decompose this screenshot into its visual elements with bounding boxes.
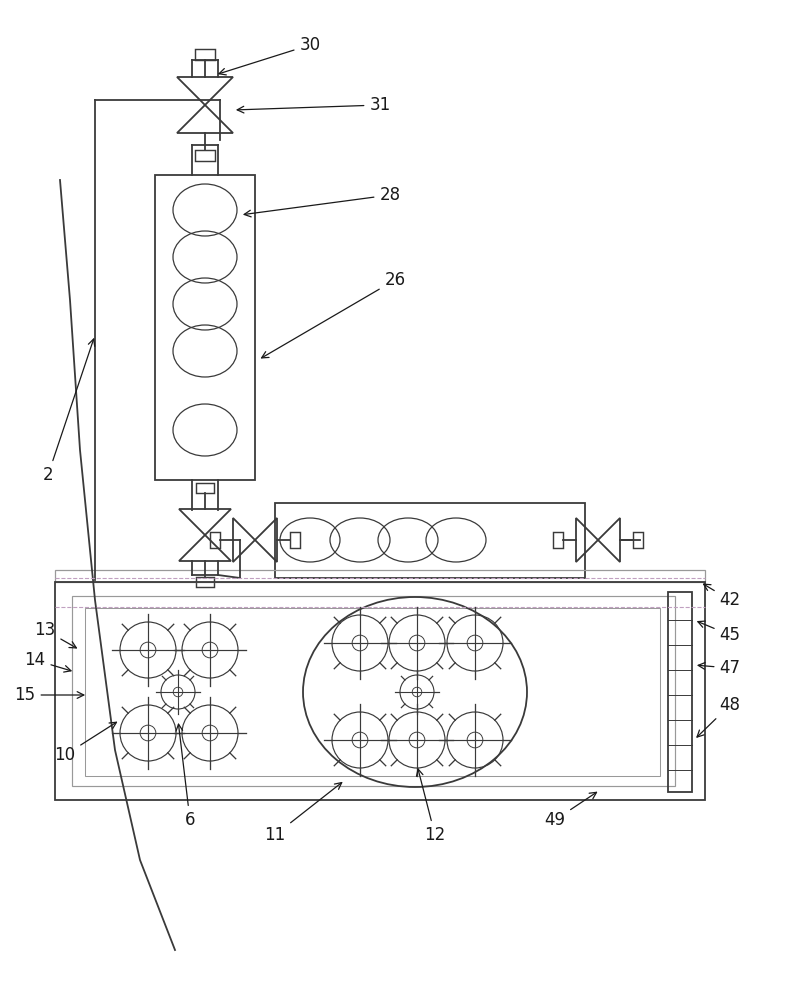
Text: 12: 12 — [417, 769, 445, 844]
Text: 14: 14 — [25, 651, 71, 672]
Bar — [196, 49, 215, 60]
Bar — [196, 150, 215, 161]
Text: 6: 6 — [176, 724, 196, 829]
Text: 2: 2 — [42, 339, 95, 484]
Bar — [290, 532, 300, 548]
Bar — [55, 582, 705, 800]
Text: 13: 13 — [34, 621, 77, 648]
Text: 30: 30 — [219, 36, 321, 75]
Bar — [155, 175, 255, 480]
Text: 45: 45 — [698, 621, 741, 644]
Text: 11: 11 — [264, 783, 342, 844]
Text: 48: 48 — [697, 696, 741, 737]
Text: 49: 49 — [544, 792, 597, 829]
Text: 10: 10 — [54, 722, 117, 764]
Bar — [210, 532, 219, 548]
Text: 42: 42 — [704, 584, 741, 609]
Text: 28: 28 — [244, 186, 401, 217]
Bar — [55, 570, 705, 582]
Text: 15: 15 — [14, 686, 84, 704]
Bar — [196, 577, 214, 587]
Bar — [633, 532, 643, 548]
Bar — [85, 608, 660, 776]
Bar — [668, 592, 692, 792]
Bar — [196, 483, 214, 493]
Bar — [275, 503, 585, 578]
Text: 47: 47 — [698, 659, 741, 677]
Bar — [72, 596, 675, 786]
Bar — [553, 532, 563, 548]
Text: 26: 26 — [262, 271, 405, 358]
Text: 31: 31 — [237, 96, 391, 114]
